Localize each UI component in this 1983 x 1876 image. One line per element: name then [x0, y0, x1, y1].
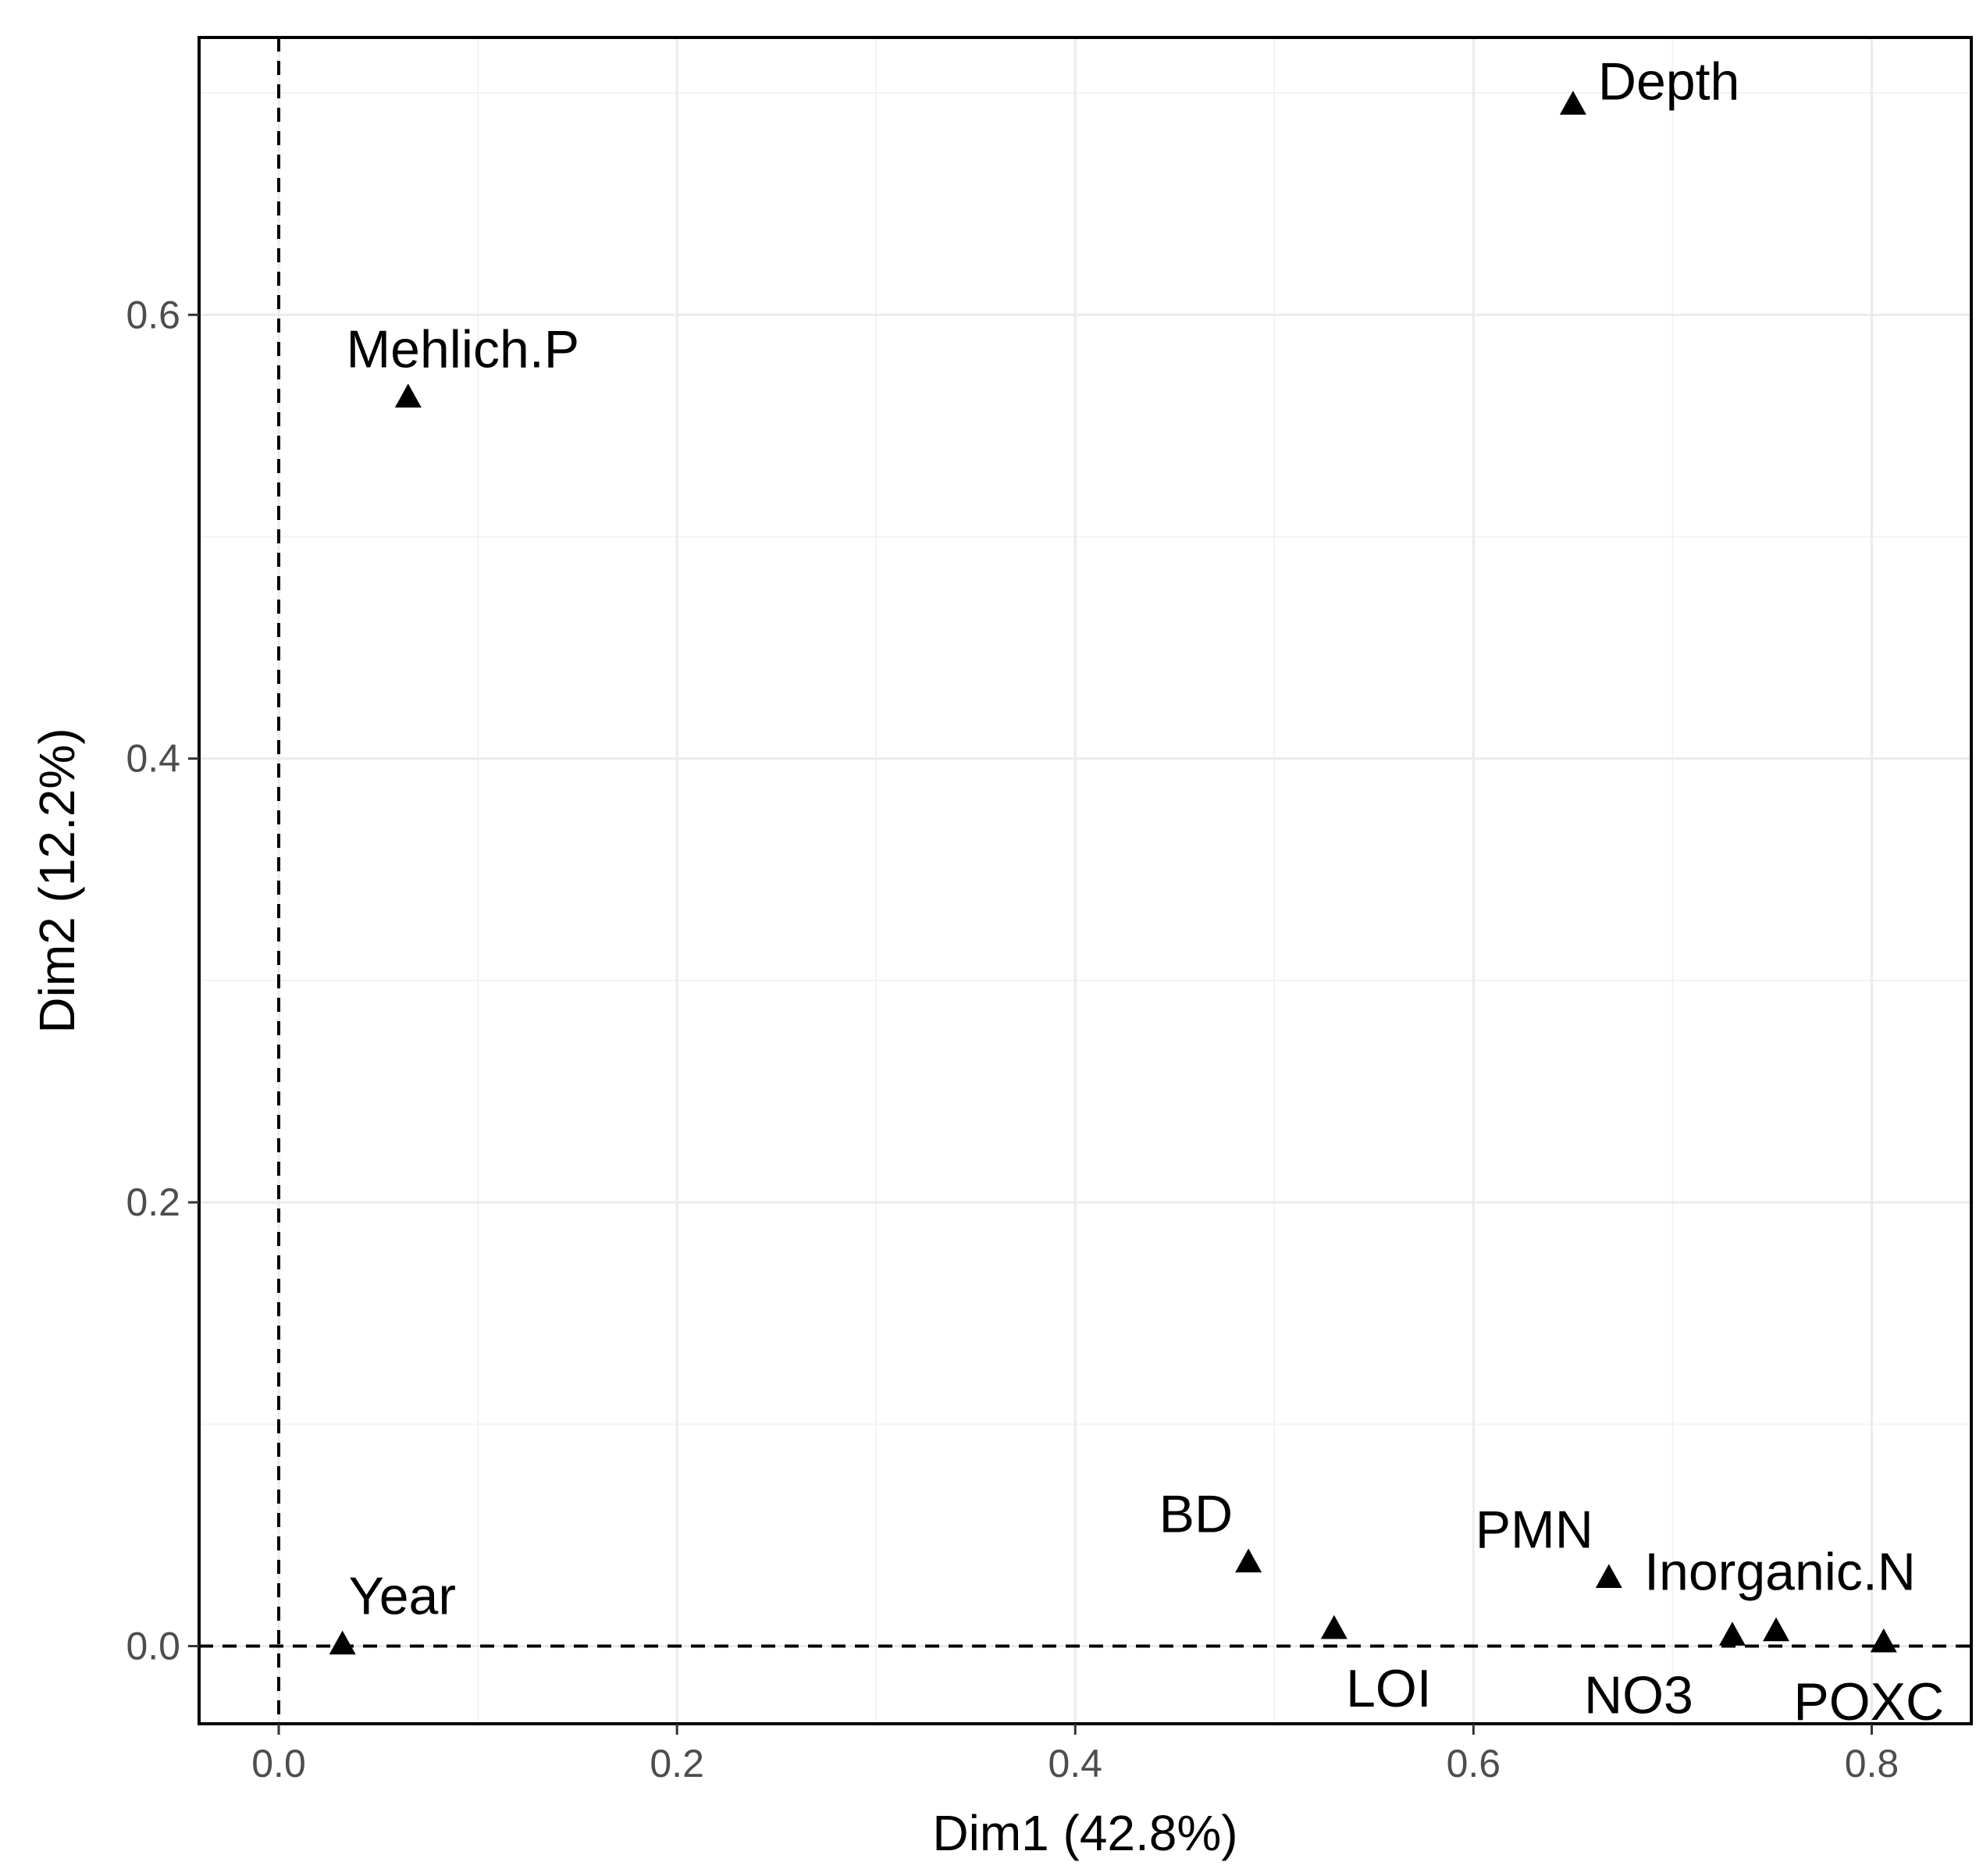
point-marker — [1718, 1621, 1746, 1646]
point-marker — [1235, 1548, 1262, 1573]
point-label: Inorganic.N — [1644, 1543, 1916, 1602]
point-label: Depth — [1598, 52, 1739, 111]
point-marker — [1870, 1628, 1897, 1653]
reference-lines — [199, 37, 1971, 1724]
point-label: PMN — [1476, 1500, 1593, 1559]
point-label: POXC — [1793, 1672, 1944, 1732]
point-marker — [1559, 91, 1586, 115]
x-axis: 0.0 0.2 0.4 0.6 0.8 — [251, 1724, 1899, 1785]
point-label: LOI — [1346, 1659, 1432, 1718]
y-tick-label: 0.6 — [126, 293, 180, 336]
x-tick-label: 0.6 — [1447, 1742, 1501, 1785]
x-axis-title: Dim1 (42.8%) — [932, 1805, 1237, 1861]
y-axis: 0.0 0.2 0.4 0.6 — [126, 293, 199, 1668]
point-label: BD — [1159, 1485, 1233, 1544]
point-marker — [1595, 1564, 1622, 1589]
point-marker — [1320, 1614, 1348, 1639]
point-label: Year — [349, 1567, 456, 1626]
point-marker — [329, 1630, 356, 1655]
y-tick-label: 0.0 — [126, 1625, 180, 1668]
point-label: NO3 — [1584, 1665, 1693, 1725]
y-tick-label: 0.4 — [126, 737, 180, 781]
point-label: Mehlich.P — [347, 319, 580, 379]
y-axis-title: Dim2 (12.2%) — [29, 728, 85, 1033]
point-labels: Depth Mehlich.P BD PMN Inorganic.N Year LOI NO3… — [347, 52, 1945, 1732]
x-tick-label: 0.4 — [1048, 1742, 1102, 1785]
data-points — [329, 91, 1897, 1655]
x-tick-label: 0.2 — [650, 1742, 704, 1785]
y-tick-label: 0.2 — [126, 1180, 180, 1224]
plot-panel-border — [198, 36, 1973, 1725]
point-marker — [394, 383, 422, 408]
point-marker — [1763, 1617, 1790, 1642]
grid-lines — [199, 37, 1971, 1724]
x-tick-label: 0.0 — [251, 1742, 306, 1785]
x-tick-label: 0.8 — [1845, 1742, 1899, 1785]
